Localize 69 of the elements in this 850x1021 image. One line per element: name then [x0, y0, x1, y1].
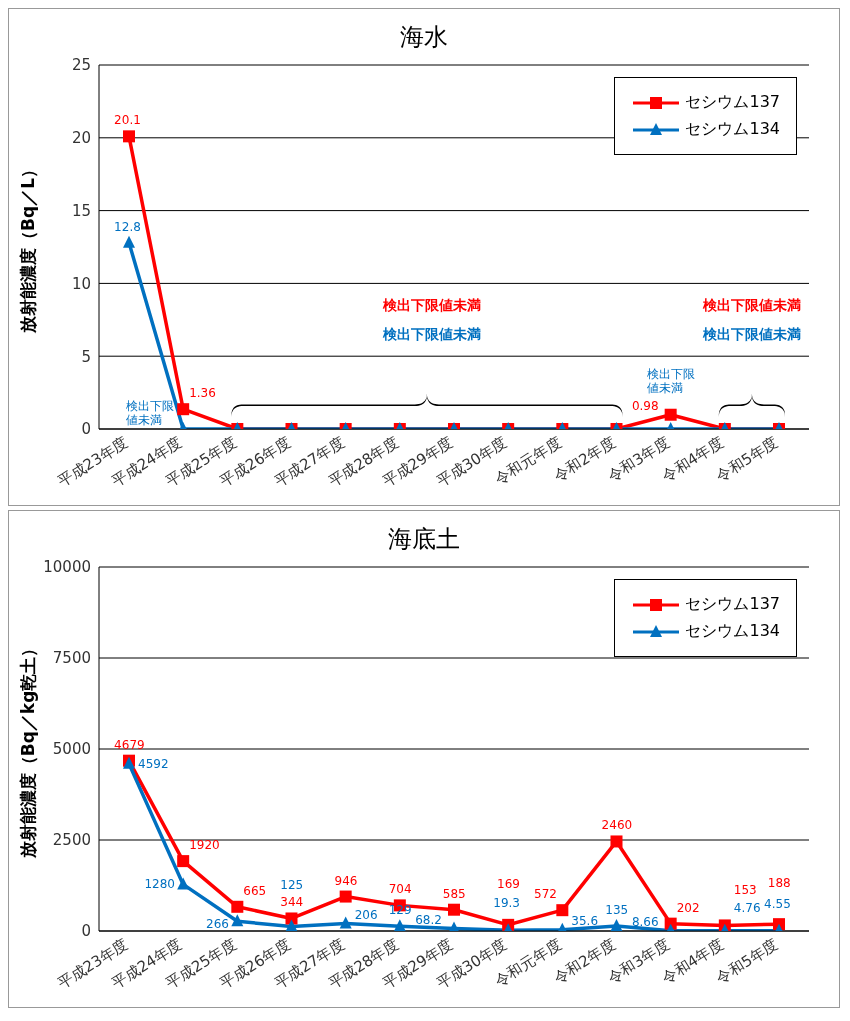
point — [556, 904, 569, 917]
data-label: 4592 — [138, 756, 169, 771]
legend-label: セシウム134 — [685, 621, 780, 642]
point — [177, 877, 190, 890]
data-label: 19.3 — [493, 896, 521, 911]
annotation: 検出下限値未満 — [382, 296, 482, 313]
point — [285, 919, 298, 931]
data-label: 704 — [388, 882, 412, 897]
annotation: 検出下限値未満 — [382, 325, 482, 342]
data-label: 検出下限値未満 — [646, 367, 695, 395]
data-label: 344 — [280, 895, 304, 910]
y-tick-label: 5000 — [52, 740, 91, 759]
data-label: 125 — [280, 878, 304, 893]
legend-label: セシウム137 — [685, 594, 780, 615]
y-axis-title: 放射能濃度（Bq／kg乾土） — [18, 639, 39, 860]
data-label: 68.2 — [415, 912, 442, 927]
point — [285, 912, 298, 925]
point — [610, 835, 623, 848]
data-label: 153 — [733, 883, 757, 898]
data-label: 572 — [534, 887, 557, 902]
point — [610, 919, 623, 931]
data-label: 8.66 — [631, 914, 659, 929]
y-tick-label: 10000 — [43, 558, 91, 577]
data-label: 135 — [605, 903, 629, 918]
data-label: 35.6 — [571, 913, 599, 928]
y-tick-label: 5 — [81, 347, 91, 366]
data-label: 1280 — [144, 877, 175, 892]
y-tick-label: 0 — [81, 922, 91, 941]
point — [123, 235, 135, 248]
y-tick-label: 2500 — [52, 831, 91, 850]
data-label: 1.36 — [189, 386, 216, 401]
legend-label: セシウム137 — [685, 92, 780, 113]
data-label: 585 — [442, 886, 466, 901]
point — [339, 890, 352, 903]
data-label: 4679 — [114, 737, 145, 752]
annotation: 検出下限値未満 — [701, 296, 801, 313]
y-tick-label: 15 — [71, 201, 91, 220]
legend-label: セシウム134 — [685, 119, 780, 140]
point — [231, 900, 244, 913]
annotation: 検出下限値未満 — [701, 325, 801, 342]
data-label: 4.55 — [764, 896, 791, 911]
data-label: 1920 — [189, 838, 220, 853]
data-label: 2460 — [601, 818, 633, 833]
point — [393, 919, 406, 931]
point — [231, 914, 244, 927]
point — [177, 855, 190, 868]
data-label: 946 — [334, 873, 358, 888]
data-label: 188 — [767, 876, 791, 891]
data-label: 665 — [243, 883, 267, 898]
chart-title: 海水 — [399, 22, 449, 53]
chart-title: 海底土 — [387, 524, 461, 555]
data-label: 20.1 — [114, 113, 141, 128]
y-tick-label: 7500 — [52, 649, 91, 668]
data-label: 0.98 — [631, 398, 659, 413]
data-label: 検出下限値未満 — [126, 399, 175, 427]
y-axis-title: 放射能濃度（Bq／L） — [18, 161, 39, 334]
point — [123, 130, 135, 143]
point — [448, 903, 460, 916]
data-label: 206 — [354, 907, 378, 922]
data-label: 169 — [497, 876, 520, 891]
y-tick-label: 10 — [71, 274, 91, 293]
data-label: 202 — [676, 900, 700, 915]
data-label: 4.76 — [733, 900, 761, 915]
y-tick-label: 25 — [71, 56, 91, 75]
data-label: 266 — [206, 917, 229, 932]
point — [339, 916, 352, 929]
y-tick-label: 20 — [71, 129, 91, 148]
y-tick-label: 0 — [81, 420, 91, 439]
data-label: 12.8 — [114, 219, 141, 234]
